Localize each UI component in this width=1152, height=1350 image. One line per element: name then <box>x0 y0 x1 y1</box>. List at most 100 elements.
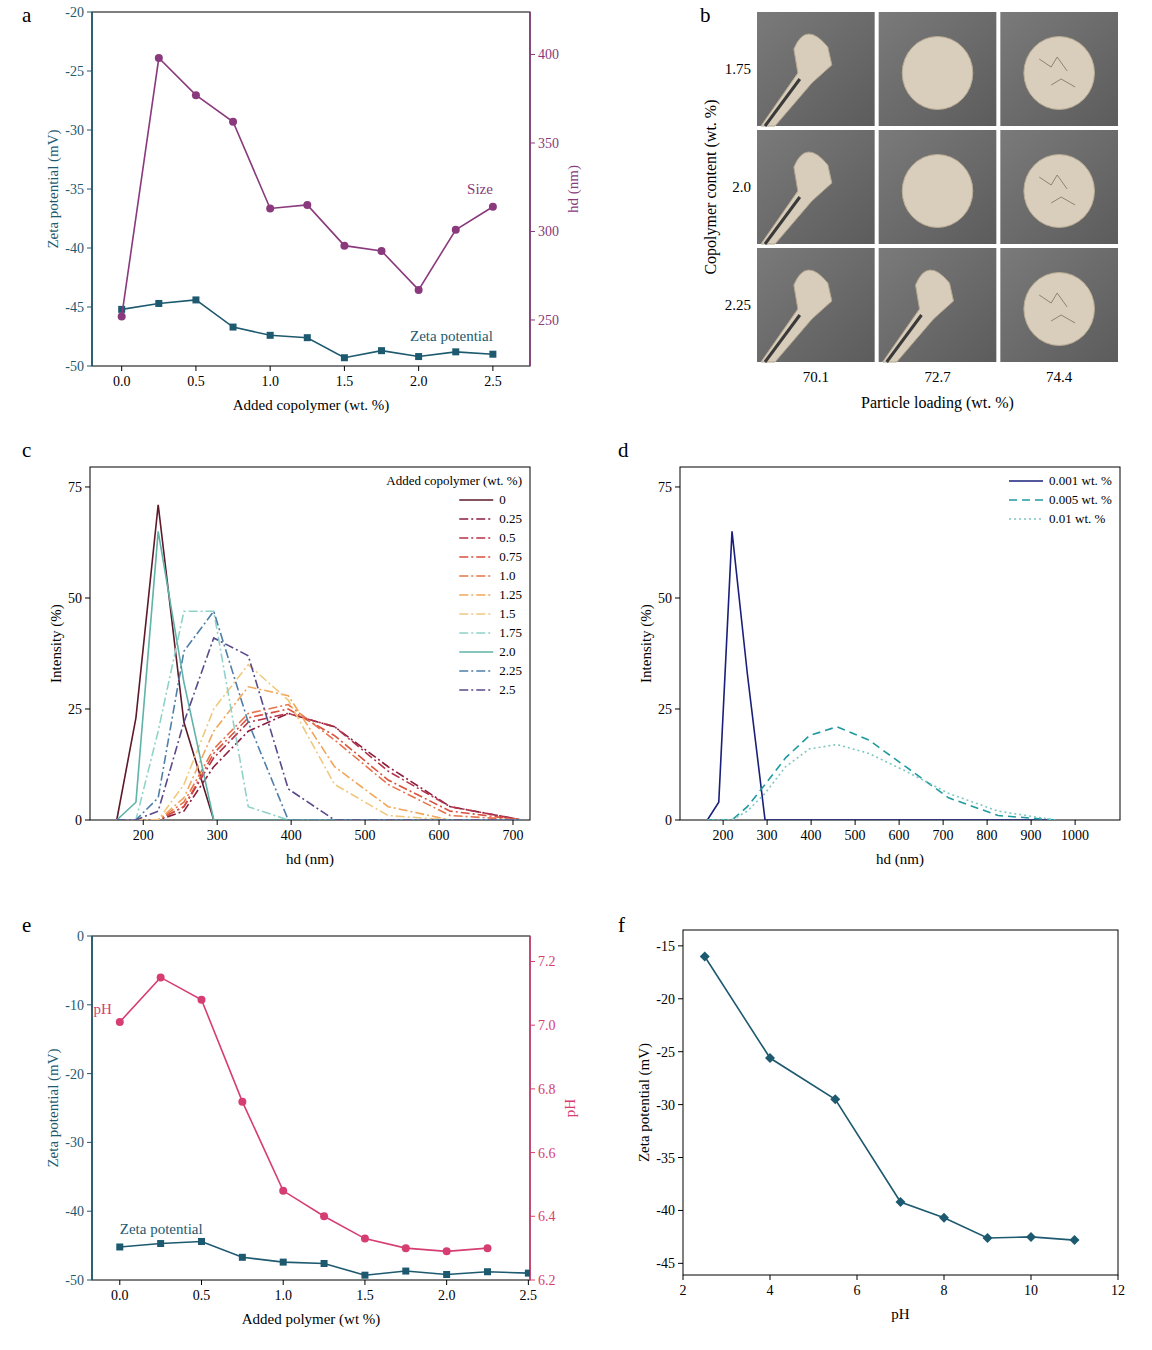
x-tick <box>683 1275 684 1280</box>
y-axis-title: Copolymer content (wt. %) <box>702 99 720 274</box>
y-tick <box>678 1157 683 1158</box>
data-point <box>230 324 237 331</box>
y-tick <box>87 366 92 367</box>
x-tick-label: 2.0 <box>438 1288 456 1303</box>
x-tick-label: 0.0 <box>113 374 131 389</box>
x-tick <box>770 1275 771 1280</box>
legend-swatch <box>459 632 493 634</box>
photo-background <box>879 12 997 126</box>
y-tick <box>678 1263 683 1264</box>
legend-title: Added copolymer (wt. %) <box>386 473 522 488</box>
x-tick-label: 0.5 <box>193 1288 211 1303</box>
y2-tick-label: 6.8 <box>538 1082 556 1097</box>
x-tick <box>987 820 988 825</box>
legend-label: 1.75 <box>499 625 522 640</box>
y-tick <box>87 936 92 937</box>
photo-background <box>1000 12 1118 126</box>
x-tick-label: 1.5 <box>356 1288 374 1303</box>
legend-label: 0.001 wt. % <box>1049 473 1112 488</box>
y-tick <box>678 1051 683 1052</box>
y-tick <box>678 998 683 999</box>
y-tick <box>87 1142 92 1143</box>
photo-tile <box>757 130 875 244</box>
data-point <box>157 1240 164 1247</box>
y-tick <box>87 307 92 308</box>
plot-frame <box>92 12 530 366</box>
y-tick-label: 0 <box>75 813 82 828</box>
y2-tick <box>530 1280 535 1281</box>
y2-tick <box>530 1025 535 1026</box>
data-point <box>361 1235 369 1243</box>
y-tick-label: -25 <box>656 1045 675 1060</box>
y-tick-label: -30 <box>65 1135 84 1150</box>
x-tick-label: 300 <box>757 828 778 843</box>
photo-background <box>757 248 875 362</box>
row-label: 2.25 <box>725 297 751 313</box>
series-line <box>120 977 488 1251</box>
photo-tile <box>879 12 997 126</box>
y-tick-label: 75 <box>68 480 82 495</box>
y-axis-title: Intensity (%) <box>48 604 65 683</box>
data-area <box>116 973 530 1278</box>
panel-e: 0.00.51.01.52.02.5Added polymer (wt %)-5… <box>45 929 577 1328</box>
series-line <box>122 58 493 316</box>
series-line <box>117 709 522 820</box>
data-point <box>525 1270 530 1277</box>
legend-label: 2.0 <box>499 644 515 659</box>
data-point <box>939 1213 949 1223</box>
y-tick-label: 75 <box>658 480 672 495</box>
plot-frame <box>680 467 1120 820</box>
legend-swatch <box>459 556 493 558</box>
x-tick <box>1075 820 1076 825</box>
x-tick <box>143 820 144 825</box>
y2-tick-label: 7.2 <box>538 954 556 969</box>
legend-swatch <box>459 518 493 520</box>
data-point <box>443 1247 451 1255</box>
x-tick-label: 1.5 <box>336 374 354 389</box>
y-axis-line <box>91 936 93 1280</box>
photo-background <box>757 12 875 126</box>
series-labels: Zeta potentialSize <box>410 181 493 345</box>
y2-axis-line <box>529 936 531 1280</box>
y2-tick <box>530 142 535 143</box>
series-line <box>120 1241 529 1275</box>
legend-label: 2.5 <box>499 682 515 697</box>
data-point <box>402 1268 409 1275</box>
y2-tick-label: 250 <box>538 313 559 328</box>
legend-label: 1.5 <box>499 606 515 621</box>
sample-shape <box>761 152 832 244</box>
panel-letter: a <box>22 3 32 27</box>
series-line <box>707 745 1055 820</box>
legend-label: 2.25 <box>499 663 522 678</box>
x-tick-label: 900 <box>1021 828 1042 843</box>
data-point <box>415 353 422 360</box>
x-axis-title: hd (nm) <box>876 851 924 868</box>
row-label: 1.75 <box>725 61 751 77</box>
x-tick-label: 10 <box>1024 1283 1038 1298</box>
data-point <box>340 242 348 250</box>
x-tick-label: 2.5 <box>520 1288 538 1303</box>
panel-b: 1.752.02.2570.172.774.4Particle loading … <box>702 12 1118 412</box>
data-point <box>279 1187 287 1195</box>
y2-tick-label: 6.2 <box>538 1273 556 1288</box>
sample-crack <box>1039 57 1075 87</box>
data-point <box>155 54 163 62</box>
sample-shape <box>1024 37 1095 110</box>
y2-tick <box>530 1152 535 1153</box>
sample-crack <box>1039 175 1075 205</box>
data-point <box>303 201 311 209</box>
y-tick-label: 50 <box>68 591 82 606</box>
x-tick <box>492 366 493 371</box>
legend-swatch <box>459 670 493 672</box>
y-tick-label: -30 <box>656 1098 675 1113</box>
x-tick <box>283 1280 284 1285</box>
x-tick <box>291 820 292 825</box>
data-point <box>489 203 497 211</box>
data-point <box>1070 1235 1080 1245</box>
data-point <box>320 1212 328 1220</box>
x-tick-label: 600 <box>429 828 450 843</box>
series-line <box>117 705 522 820</box>
column-label: 74.4 <box>1046 369 1073 385</box>
legend: 00.250.50.751.01.251.51.752.02.252.5Adde… <box>386 473 522 697</box>
legend-label: 0.5 <box>499 530 515 545</box>
